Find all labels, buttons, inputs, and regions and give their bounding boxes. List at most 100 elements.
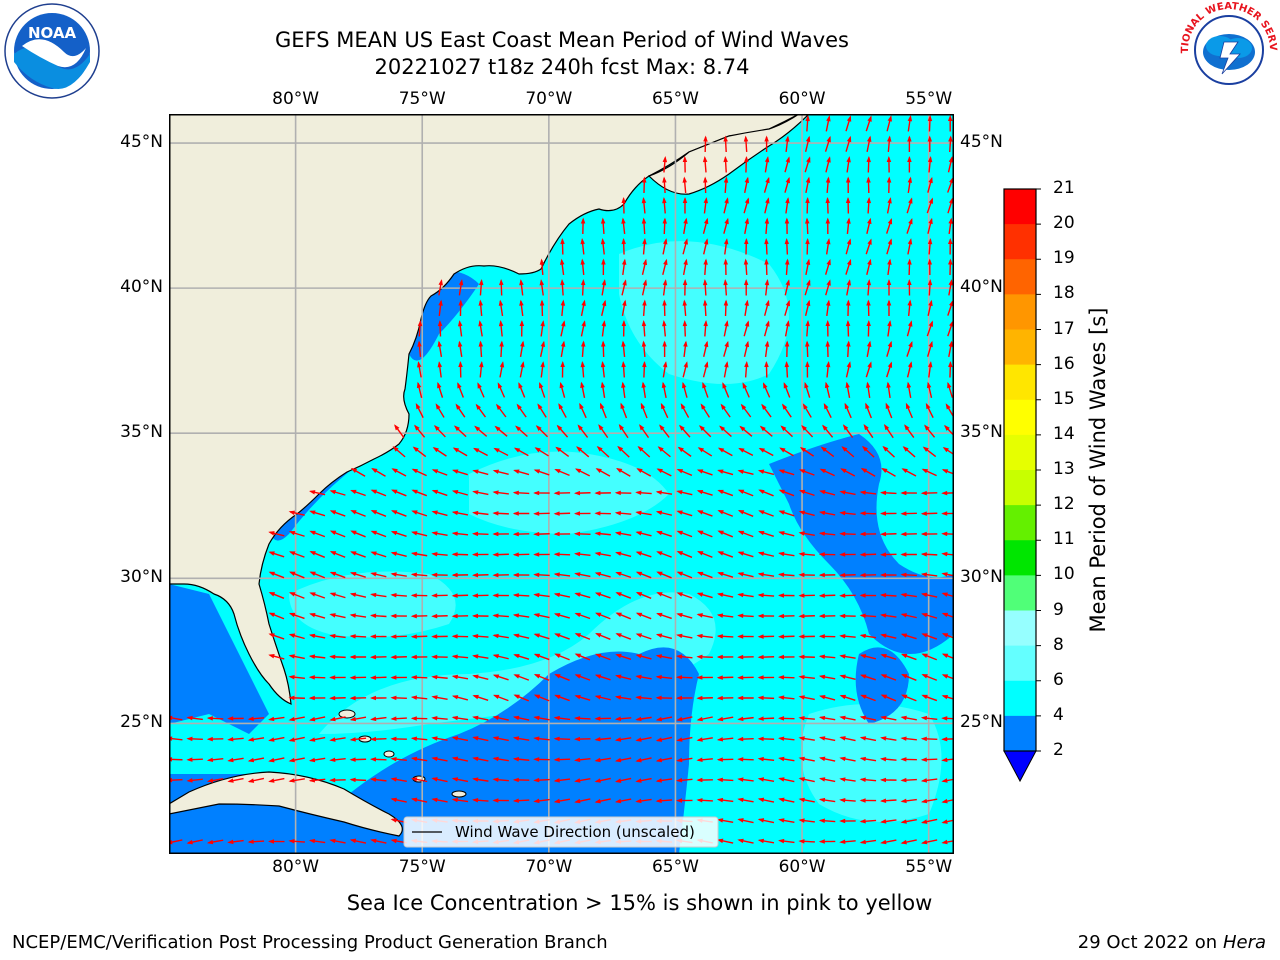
wind-wave-arrow bbox=[702, 361, 709, 378]
wind-wave-arrow bbox=[900, 818, 917, 824]
lat-label-left: 30°N bbox=[120, 567, 163, 588]
wind-wave-arrow bbox=[783, 382, 791, 398]
wind-wave-arrow bbox=[880, 736, 897, 741]
wind-wave-arrow bbox=[370, 716, 387, 722]
wind-wave-arrow bbox=[717, 447, 733, 457]
wind-wave-arrow bbox=[268, 531, 285, 537]
wind-wave-arrow bbox=[411, 489, 428, 497]
wind-wave-arrow bbox=[696, 695, 713, 701]
wind-wave-arrow bbox=[880, 819, 897, 824]
period-2-4-region bbox=[319, 647, 699, 854]
wind-wave-arrow bbox=[288, 612, 305, 620]
chart-subtitle: 20221027 t18z 240h fcst Max: 8.74 bbox=[374, 55, 750, 79]
wind-wave-arrow bbox=[390, 736, 407, 742]
period-2-4-region bbox=[169, 584, 269, 734]
wind-wave-arrow bbox=[764, 135, 769, 153]
wind-wave-arrow bbox=[594, 674, 611, 681]
wind-wave-arrow bbox=[784, 156, 790, 173]
wind-wave-arrow bbox=[309, 613, 326, 619]
colorbar-band bbox=[1004, 505, 1036, 541]
wind-wave-arrow bbox=[472, 715, 489, 721]
wind-wave-arrow bbox=[696, 592, 713, 599]
wind-wave-arrow bbox=[927, 115, 933, 132]
wind-wave-arrow bbox=[785, 135, 790, 153]
wind-wave-arrow bbox=[780, 425, 793, 438]
wind-wave-arrow bbox=[512, 777, 530, 783]
wind-wave-arrow bbox=[533, 469, 550, 476]
wind-wave-arrow bbox=[512, 552, 530, 557]
wind-wave-arrow bbox=[438, 299, 443, 317]
wind-wave-arrow bbox=[839, 715, 856, 721]
wind-wave-arrow bbox=[845, 258, 852, 275]
wind-wave-arrow bbox=[554, 674, 570, 681]
wind-wave-arrow bbox=[534, 447, 549, 457]
wind-wave-arrow bbox=[846, 217, 851, 235]
wind-wave-arrow bbox=[882, 445, 895, 458]
wind-wave-arrow bbox=[907, 279, 912, 296]
wind-wave-arrow bbox=[743, 320, 750, 337]
wind-wave-arrow bbox=[845, 135, 852, 152]
wind-wave-arrow bbox=[763, 320, 770, 337]
wind-wave-arrow bbox=[559, 258, 565, 276]
wind-wave-arrow bbox=[662, 299, 667, 317]
wind-wave-arrow bbox=[825, 197, 830, 214]
wind-wave-arrow bbox=[576, 446, 590, 458]
wind-wave-arrow bbox=[757, 756, 775, 762]
wind-wave-arrow bbox=[866, 176, 871, 194]
wind-wave-arrow bbox=[472, 777, 489, 782]
wind-wave-arrow bbox=[662, 340, 667, 358]
wind-wave-arrow bbox=[492, 511, 509, 516]
wind-wave-arrow bbox=[682, 176, 687, 194]
wind-wave-arrow bbox=[492, 490, 509, 495]
wind-wave-arrow bbox=[737, 489, 754, 497]
wind-wave-arrow bbox=[308, 838, 326, 844]
wind-wave-arrow bbox=[533, 613, 550, 619]
wind-wave-arrow bbox=[722, 382, 730, 398]
wind-wave-arrow bbox=[758, 489, 774, 497]
wind-wave-arrow bbox=[865, 381, 871, 399]
wind-wave-arrow bbox=[859, 511, 877, 516]
wind-wave-arrow bbox=[621, 197, 626, 214]
wind-wave-arrow bbox=[880, 839, 897, 845]
wind-wave-arrow bbox=[947, 156, 954, 173]
wind-wave-arrow bbox=[805, 115, 810, 132]
wind-wave-arrow bbox=[594, 716, 611, 721]
wind-wave-arrow bbox=[580, 217, 586, 235]
colorbar-band bbox=[1004, 329, 1036, 366]
wind-wave-arrow bbox=[860, 694, 876, 702]
wind-wave-arrow bbox=[499, 279, 504, 296]
wind-wave-arrow bbox=[845, 361, 852, 378]
wind-wave-arrow bbox=[757, 551, 775, 557]
wind-wave-arrow bbox=[920, 778, 938, 783]
wind-wave-arrow bbox=[635, 592, 652, 599]
wind-wave-arrow bbox=[859, 613, 877, 619]
wind-wave-arrow bbox=[553, 613, 570, 619]
nws-logo: NATIONAL WEATHER SERVICE bbox=[1180, 2, 1278, 96]
wind-wave-arrow bbox=[802, 403, 812, 418]
wind-wave-arrow bbox=[778, 838, 795, 844]
wind-wave-arrow bbox=[186, 839, 203, 845]
wind-wave-arrow bbox=[886, 156, 892, 173]
wind-wave-arrow bbox=[941, 612, 954, 619]
wind-wave-arrow bbox=[880, 694, 897, 702]
wind-wave-arrow bbox=[702, 156, 708, 173]
wind-wave-arrow bbox=[805, 238, 810, 255]
wind-wave-arrow bbox=[702, 238, 709, 255]
wind-wave-arrow bbox=[492, 572, 509, 578]
wind-wave-arrow bbox=[762, 382, 771, 398]
wind-wave-arrow bbox=[594, 572, 611, 578]
colorbar-tick-label: 9 bbox=[1053, 599, 1064, 620]
wind-wave-arrow bbox=[309, 490, 326, 496]
wind-wave-arrow bbox=[941, 511, 954, 516]
wind-wave-arrow bbox=[390, 675, 407, 680]
wind-wave-arrow bbox=[350, 530, 366, 538]
wind-wave-arrow bbox=[600, 238, 606, 255]
wind-wave-arrow bbox=[268, 612, 285, 620]
wind-wave-arrow bbox=[886, 381, 891, 399]
wind-wave-arrow bbox=[778, 489, 795, 497]
wind-wave-arrow bbox=[743, 279, 749, 296]
wind-wave-arrow bbox=[723, 279, 728, 296]
wind-wave-arrow bbox=[615, 612, 632, 620]
wind-wave-arrow bbox=[906, 361, 913, 378]
wind-wave-arrow bbox=[839, 654, 856, 659]
